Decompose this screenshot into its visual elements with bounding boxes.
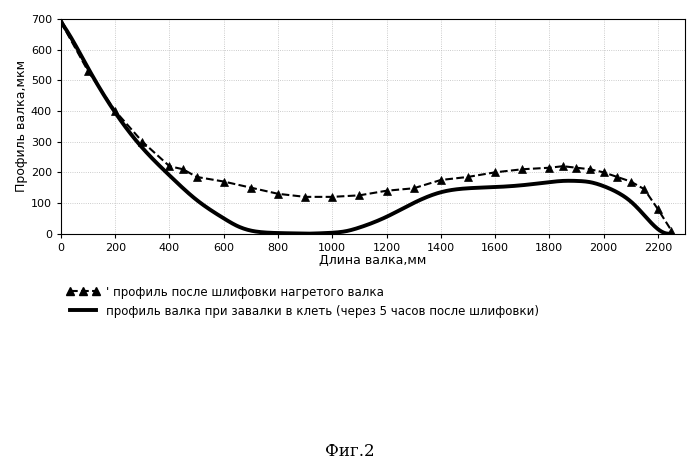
Y-axis label: Профиль валка,мкм: Профиль валка,мкм <box>15 60 28 192</box>
Legend: ' профиль после шлифовки нагретого валка, профиль валка при завалки в клеть (чер: ' профиль после шлифовки нагретого валка… <box>66 286 539 318</box>
Text: Фиг.2: Фиг.2 <box>326 443 374 461</box>
X-axis label: Длина валка,мм: Длина валка,мм <box>319 254 427 267</box>
